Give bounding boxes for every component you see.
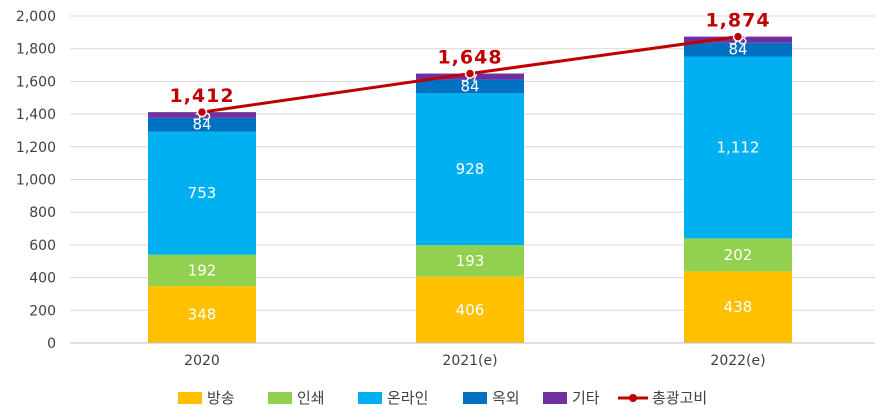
legend-swatch: [268, 392, 292, 404]
bar-value-label: 928: [456, 160, 485, 178]
total-point: [732, 31, 744, 42]
bar-segment: [416, 276, 524, 343]
bar-value-label: 1,112: [717, 138, 760, 156]
legend-label: 온라인: [387, 389, 428, 407]
y-tick-label: 2,000: [16, 9, 56, 25]
bar-value-label: 348: [188, 306, 217, 324]
legend-line-marker: [629, 394, 637, 402]
y-tick-label: 1,200: [16, 140, 56, 156]
bar-value-label: 84: [192, 116, 211, 134]
bar-value-label: 753: [188, 184, 217, 202]
bar-value-label: 202: [724, 246, 753, 264]
bar-value-label: 438: [724, 298, 753, 316]
bar-segment: [416, 245, 524, 277]
bar-segment: [416, 93, 524, 246]
legend-label: 옥외: [492, 389, 520, 407]
bars: 348192753843540619392884374382021,112843…: [148, 31, 792, 343]
legend-label: 총광고비: [652, 389, 707, 407]
bar-value-label: 406: [456, 301, 485, 319]
x-tick-label: 2022(e): [710, 353, 765, 369]
bar-segment: [148, 254, 256, 287]
bar-segment: [684, 271, 792, 343]
x-tick-label: 2021(e): [442, 353, 497, 369]
legend-label: 인쇄: [297, 389, 325, 407]
total-value-label: 1,874: [705, 10, 770, 32]
bar-value-label: 84: [728, 41, 747, 59]
legend: 방송 인쇄 온라인 옥외 기타 총광고비: [178, 389, 707, 407]
total-value-label: 1,412: [169, 85, 234, 107]
bar-segment: [684, 56, 792, 239]
x-tick-label: 2020: [184, 353, 220, 369]
y-tick-label: 1,600: [16, 74, 56, 90]
bar-segment: [416, 79, 524, 94]
legend-swatch: [358, 392, 382, 404]
bar-value-label: 193: [456, 252, 485, 270]
total-line: 1,412 1,648 1,874: [169, 10, 770, 118]
legend-swatch: [463, 392, 487, 404]
y-tick-label: 1,400: [16, 107, 56, 123]
y-tick-label: 800: [29, 205, 56, 221]
legend-label: 방송: [207, 389, 235, 407]
total-value-label: 1,648: [437, 47, 502, 69]
bar-segment: [148, 117, 256, 132]
legend-swatch: [543, 392, 567, 404]
bar-segment: [684, 42, 792, 57]
y-tick-label: 400: [29, 271, 56, 287]
y-tick-label: 1,000: [16, 173, 56, 189]
y-tick-label: 1,800: [16, 42, 56, 58]
total-point: [464, 68, 476, 79]
y-tick-label: 200: [29, 303, 56, 319]
x-axis: 2020 2021(e) 2022(e): [70, 342, 875, 369]
bar-value-label: 84: [460, 77, 479, 95]
legend-swatch: [178, 392, 202, 404]
bar-segment: [684, 238, 792, 272]
y-axis: 0 200 400 600 800 1,000 1,200 1,400 1,600 1,800 2,…: [16, 9, 56, 352]
bar-segment: [148, 131, 256, 255]
legend-label: 기타: [572, 389, 600, 407]
total-point: [196, 106, 208, 118]
bar-segment: [148, 286, 256, 343]
bar-value-label: 192: [188, 261, 217, 279]
y-tick-label: 0: [47, 336, 56, 352]
y-tick-label: 600: [29, 238, 56, 254]
